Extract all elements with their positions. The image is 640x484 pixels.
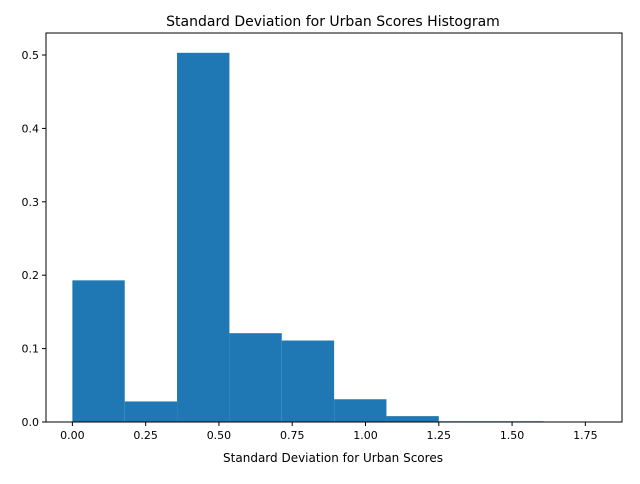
x-tick-label: 0.50 [207, 429, 232, 442]
x-tick-label: 1.25 [427, 429, 452, 442]
y-tick-label: 0.1 [22, 343, 40, 356]
x-tick-label: 1.50 [500, 429, 525, 442]
x-axis-label: Standard Deviation for Urban Scores [223, 451, 443, 465]
histogram-bar-2 [177, 52, 230, 422]
histogram-bar-4 [281, 340, 335, 422]
bars-group [72, 52, 544, 422]
histogram-bar-6 [386, 416, 439, 422]
y-tick-label: 0.4 [22, 122, 40, 135]
histogram-bar-3 [229, 333, 282, 422]
chart-title: Standard Deviation for Urban Scores Hist… [166, 14, 500, 30]
y-tick-label: 0.3 [22, 196, 40, 209]
y-axis: 0.0 0.1 0.2 0.3 0.4 0.5 [22, 49, 46, 429]
y-tick-label: 0.5 [22, 49, 40, 62]
x-tick-label: 0.00 [60, 429, 85, 442]
histogram-bar-0 [72, 280, 125, 422]
y-tick-label: 0.0 [22, 416, 40, 429]
plot-frame [45, 32, 623, 423]
x-tick-label: 0.25 [133, 429, 158, 442]
x-axis: 0.00 0.25 0.50 0.75 1.00 1.25 1.50 1.75 [60, 422, 598, 442]
x-tick-label: 1.75 [573, 429, 598, 442]
x-tick-label: 1.00 [353, 429, 378, 442]
histogram-bar-1 [124, 401, 178, 422]
histogram-bar-5 [334, 399, 387, 422]
y-tick-label: 0.2 [22, 269, 40, 282]
x-tick-label: 0.75 [280, 429, 305, 442]
